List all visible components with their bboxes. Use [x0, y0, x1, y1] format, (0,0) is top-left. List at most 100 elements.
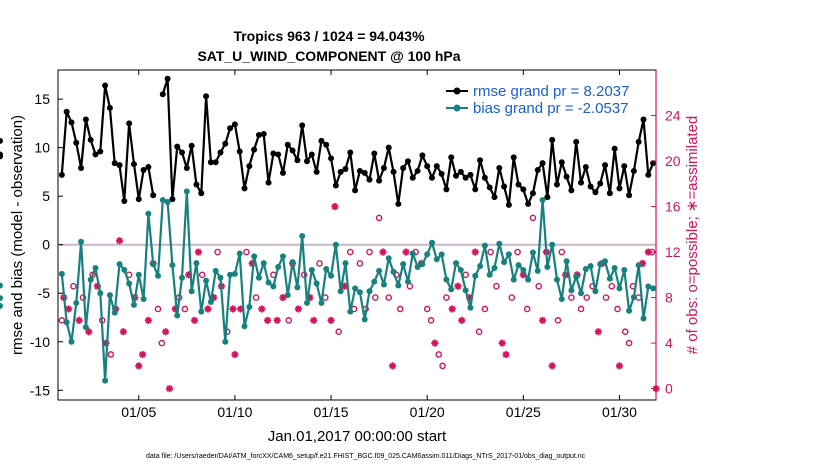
- rmse-point: [611, 145, 618, 152]
- obs-possible-marker: [366, 248, 373, 256]
- obs-assimilated-stroke: [431, 339, 439, 347]
- y-right-tick-label: 8: [665, 290, 673, 306]
- y-right-tick-label: 16: [665, 199, 681, 215]
- obs-assimilated-marker: [139, 350, 147, 359]
- bias-point: [279, 253, 286, 260]
- bias-point: [68, 338, 75, 345]
- bias-point: [525, 276, 532, 283]
- obs-possible-marker: [181, 305, 189, 313]
- x-tick-label: 01/20: [410, 404, 445, 420]
- rmse-point: [289, 147, 296, 154]
- bias-point: [376, 267, 383, 274]
- bias-point: [299, 232, 306, 239]
- rmse-point: [467, 171, 474, 178]
- x-axis-label: Jan.01,2017 00:00:00 start: [268, 428, 447, 445]
- bias-point: [154, 272, 161, 279]
- bias-point: [323, 265, 330, 272]
- obs-assimilated-marker: [263, 316, 272, 324]
- legend-rmse-marker: [453, 87, 461, 95]
- rmse-point: [376, 177, 383, 184]
- rmse-point: [308, 151, 315, 158]
- rmse-point: [366, 176, 373, 183]
- bias-point: [563, 258, 570, 265]
- obs-assimilated-stroke: [120, 328, 127, 335]
- rmse-point: [395, 200, 402, 207]
- y-axis-label: rmse and bias (model - observation): [9, 115, 26, 355]
- rmse-point: [481, 174, 488, 181]
- bias-point: [419, 261, 426, 268]
- chart-marks: [0, 75, 660, 393]
- bias-point: [587, 263, 594, 270]
- bias-point: [73, 299, 80, 306]
- rmse-point: [616, 185, 623, 192]
- bias-point: [337, 288, 344, 295]
- obs-possible-marker: [252, 294, 260, 301]
- bias-point: [135, 271, 142, 278]
- rmse-point: [164, 75, 171, 82]
- obs-assimilated-marker: [471, 248, 479, 256]
- rmse-point: [323, 141, 330, 148]
- obs-assimilated-marker: [231, 350, 239, 359]
- bias-point: [58, 270, 65, 277]
- axis-ticks: 01/05 01/10 01/15 01/20 01/25 01/30 -15 -10 -5 0 5…: [30, 70, 681, 420]
- rmse-point: [640, 116, 647, 123]
- rmse-point: [275, 151, 282, 158]
- bias-point: [183, 188, 190, 195]
- rmse-point: [582, 164, 589, 171]
- obs-assimilated-marker: [294, 305, 302, 313]
- chart-title-line2: SAT_U_WIND_COMPONENT @ 100 hPa: [197, 48, 460, 64]
- obs-assimilated-marker: [448, 305, 456, 313]
- rmse-point: [284, 141, 291, 148]
- obs-possible-marker: [107, 351, 115, 358]
- bias-point: [198, 308, 205, 315]
- obs-assimilated-stroke: [458, 317, 465, 324]
- bias-point: [130, 301, 137, 308]
- rmse-point: [102, 82, 109, 89]
- bias-point: [203, 277, 210, 284]
- rmse-point: [236, 148, 243, 155]
- bias-point: [496, 240, 503, 247]
- obs-possible-marker: [285, 317, 293, 324]
- rmse-point: [496, 165, 503, 172]
- bias-point: [539, 197, 546, 204]
- obs-assimilated-stroke: [616, 362, 623, 370]
- bias-point: [443, 276, 450, 283]
- bias-point: [611, 265, 618, 271]
- bias-point: [308, 266, 315, 273]
- bias-point: [356, 289, 363, 296]
- legend-box: [441, 78, 589, 120]
- bias-point: [621, 266, 628, 273]
- data-file-footnote: data file: /Users/raeder/DAI/ATM_forcXX/…: [146, 453, 586, 460]
- obs-possible-marker: [487, 248, 494, 256]
- obs-possible-marker: [508, 294, 516, 301]
- obs-assimilated-marker: [64, 305, 73, 313]
- rmse-point: [491, 194, 498, 201]
- rmse-point: [135, 196, 142, 203]
- rmse-point: [193, 181, 200, 188]
- obs-possible-marker: [523, 305, 531, 313]
- obs-possible-marker: [335, 328, 343, 336]
- obs-assimilated-stroke: [449, 305, 456, 313]
- obs-possible-marker: [514, 248, 521, 256]
- obs-assimilated-stroke: [166, 385, 173, 392]
- obs-assimilated-marker: [115, 237, 124, 245]
- rmse-point: [462, 174, 469, 181]
- bias-point: [472, 272, 479, 279]
- bias-point: [231, 270, 238, 277]
- rmse-point: [332, 182, 339, 189]
- bias-point: [433, 256, 440, 263]
- obs-assimilated-marker: [162, 328, 170, 336]
- bias-point: [304, 299, 311, 306]
- obs-assimilated-stroke: [274, 317, 281, 324]
- rmse-point: [529, 190, 536, 197]
- rmse-point: [111, 160, 118, 167]
- bias-point: [102, 377, 109, 384]
- bias-point: [318, 299, 325, 306]
- rmse-point: [486, 184, 493, 191]
- obs-assimilated-marker: [204, 305, 212, 313]
- bias-point: [453, 260, 460, 267]
- bias-point: [313, 280, 320, 287]
- y-tick-label: 15: [34, 91, 50, 107]
- obs-possible-marker: [423, 305, 431, 313]
- rmse-point: [424, 163, 431, 170]
